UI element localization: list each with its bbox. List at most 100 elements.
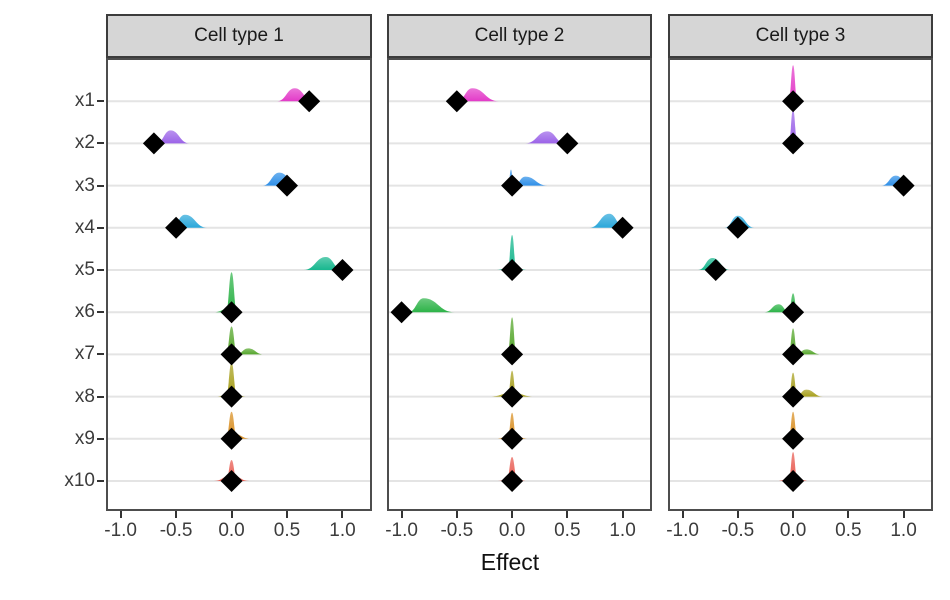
y-tick-x1 (97, 100, 104, 103)
panel-background (668, 58, 933, 511)
y-tick-x4 (97, 226, 104, 229)
density-curve-x7 (507, 317, 517, 355)
point-diamond-x8 (782, 385, 805, 408)
panel-border (387, 58, 652, 511)
point-diamond-x2 (782, 132, 805, 155)
y-tick-x2 (97, 142, 104, 145)
point-diamond-x3 (276, 174, 299, 197)
x-tick (681, 511, 684, 518)
density-curve-x2 (525, 131, 566, 144)
y-axis-label-x6: x6 (74, 301, 95, 323)
x-tick (847, 511, 850, 518)
x-tick (230, 511, 233, 518)
y-tick-x8 (97, 395, 104, 398)
x-tick-label: 0.5 (554, 520, 581, 541)
point-diamond-x1 (298, 90, 321, 113)
x-tick-label: -0.5 (159, 520, 193, 541)
x-tick (902, 511, 905, 518)
y-axis-label-x5: x5 (74, 259, 95, 280)
point-diamond-x5 (501, 259, 524, 281)
facet-strip-label: Cell type 1 (194, 25, 284, 46)
point-diamond-x7 (220, 343, 243, 366)
facet-panel-1 (106, 58, 372, 511)
point-diamond-x3 (501, 174, 524, 197)
panel-border (106, 58, 372, 511)
facet-strip-1: Cell type 1 (106, 14, 372, 58)
x-tick (286, 511, 288, 518)
point-diamond-x8 (220, 385, 243, 408)
density-curve-x8 (226, 362, 238, 397)
x-tick-label: 0.5 (835, 520, 862, 541)
point-diamond-x7 (501, 343, 524, 366)
x-tick (341, 511, 344, 518)
x-tick-label: 1.0 (609, 520, 636, 541)
x-tick-label: -1.0 (666, 520, 699, 541)
point-diamond-x6 (782, 301, 805, 324)
point-diamond-x6 (390, 301, 413, 324)
facet-strip-3: Cell type 3 (668, 14, 933, 58)
x-tick (175, 511, 178, 518)
x-tick-label: 0.0 (779, 520, 807, 541)
x-axis-title: Effect (480, 549, 540, 575)
point-diamond-x5 (704, 259, 727, 281)
y-tick-x5 (97, 269, 104, 271)
x-tick-label: 0.0 (498, 520, 526, 541)
x-tick-label: 0.0 (218, 520, 245, 541)
panel-border (668, 58, 933, 511)
density-curve-x6 (764, 304, 790, 313)
x-tick-label: 1.0 (329, 520, 356, 541)
point-diamond-x2 (556, 132, 579, 155)
density-curve-x1 (788, 65, 798, 102)
y-tick-x7 (97, 353, 104, 356)
point-diamond-x6 (220, 301, 243, 324)
y-tick-x6 (97, 311, 104, 314)
density-curve-x6 (226, 272, 238, 313)
point-diamond-x2 (142, 132, 165, 155)
point-diamond-x7 (782, 343, 805, 366)
density-curve-x3 (513, 176, 548, 186)
point-diamond-x4 (726, 216, 749, 239)
point-diamond-x1 (782, 90, 805, 113)
y-axis-label-x9: x9 (74, 427, 95, 449)
x-tick (792, 511, 795, 518)
panel-background (387, 58, 652, 511)
x-tick (400, 511, 403, 518)
x-tick (736, 511, 739, 518)
x-tick (566, 511, 569, 518)
y-axis-label-x4: x4 (74, 216, 95, 238)
facet-strip-label: Cell type 3 (755, 25, 846, 46)
facet-panel-3 (668, 58, 933, 511)
facet-panel-2 (387, 58, 652, 511)
density-curve-x2 (156, 130, 190, 144)
x-tick (511, 511, 514, 518)
x-tick-label: -1.0 (104, 520, 137, 541)
y-axis-label-x1: x1 (74, 90, 95, 112)
panel-background (106, 58, 372, 511)
density-curve-x6 (408, 298, 455, 313)
point-diamond-x8 (501, 385, 524, 408)
y-tick-x3 (97, 184, 104, 187)
point-diamond-x5 (331, 259, 354, 281)
x-tick-label: 0.5 (273, 520, 301, 541)
x-tick (455, 511, 458, 518)
point-diamond-x10 (782, 470, 805, 492)
density-curve-x1 (456, 88, 499, 102)
y-axis-label-x2: x2 (74, 132, 95, 154)
point-diamond-x3 (892, 174, 915, 197)
x-tick (119, 511, 122, 518)
facet-strip-label: Cell type 2 (474, 25, 565, 46)
point-diamond-x1 (445, 90, 468, 113)
facet-strip-2: Cell type 2 (387, 14, 652, 58)
density-curve-x5 (303, 257, 343, 270)
y-axis-label-x7: x7 (74, 343, 95, 365)
point-diamond-x9 (782, 427, 805, 450)
point-diamond-x4 (611, 216, 634, 239)
x-tick-label: 1.0 (890, 520, 917, 541)
point-diamond-x4 (165, 216, 188, 239)
x-tick-label: -1.0 (385, 520, 418, 541)
point-diamond-x10 (501, 470, 524, 492)
point-diamond-x9 (220, 427, 243, 450)
y-tick-x10 (97, 480, 104, 482)
y-tick-x9 (97, 437, 104, 440)
